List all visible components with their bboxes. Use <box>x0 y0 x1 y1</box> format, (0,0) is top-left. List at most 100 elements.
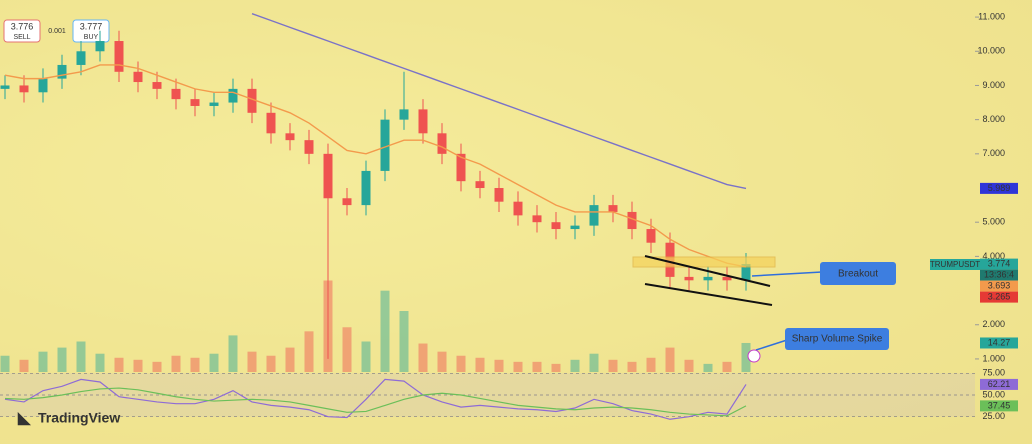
volume-bar <box>532 361 542 372</box>
axis-tag-label: 3.693 <box>988 280 1011 290</box>
volume-bar <box>570 359 580 372</box>
volume-bar <box>190 357 200 372</box>
axis-tag <box>980 291 1018 303</box>
volume-bar <box>0 355 10 372</box>
volume-bar <box>304 331 314 372</box>
spread: 0.001 <box>48 28 66 35</box>
candle-body <box>285 133 295 141</box>
candle-body <box>456 153 466 182</box>
y-tick-label: 4.000 <box>982 251 1005 261</box>
candle-body <box>380 119 390 171</box>
trend-line <box>644 255 771 287</box>
candle-body <box>513 201 523 216</box>
y-tick-label: 50.00 <box>982 389 1005 399</box>
candle-body <box>19 85 29 93</box>
y-tick-label: 10.000 <box>977 46 1005 56</box>
trend-line <box>644 283 773 306</box>
candle-body <box>38 78 48 93</box>
y-tick-label: 5.000 <box>982 217 1005 227</box>
y-tick-label: 7.000 <box>982 148 1005 158</box>
candle-body <box>133 71 143 83</box>
candle-body <box>247 88 257 113</box>
candle-body <box>418 109 428 134</box>
breakout-zone <box>632 256 776 268</box>
candle-body <box>532 215 542 223</box>
candle-body <box>703 276 713 281</box>
candle-body <box>171 88 181 100</box>
candle-body <box>190 99 200 106</box>
candle-body <box>76 51 86 65</box>
volume-bar <box>133 359 143 372</box>
plot: 11.000 10.000 9.000 8.000 7.000 5.000 4.000 2.0… <box>0 11 1018 421</box>
candle-body <box>627 211 637 230</box>
candle-body <box>323 153 333 199</box>
y-tick-label: 11.000 <box>978 11 1005 21</box>
candle-body <box>570 225 580 230</box>
candle-body <box>95 41 105 52</box>
y-tick-label: 8.000 <box>982 114 1005 124</box>
line <box>4 387 747 417</box>
candle-body <box>475 181 485 189</box>
axis-tag-label: 37.45 <box>988 400 1011 410</box>
axis-tag-label: 62.21 <box>988 379 1011 389</box>
volume-bar <box>722 361 732 372</box>
volume-bar <box>228 335 238 372</box>
arrow <box>755 339 788 351</box>
candle-body <box>152 82 162 89</box>
candle-body <box>741 264 751 281</box>
volume-bar <box>57 347 67 372</box>
y-tick-label: 25.00 <box>982 411 1005 421</box>
candle-body <box>114 41 124 72</box>
countdown: 13:36:4 <box>984 269 1014 279</box>
y-tick-label: 75.00 <box>982 368 1005 378</box>
y-tick-label: 2.000 <box>982 319 1005 329</box>
candle-body <box>646 229 656 243</box>
axis-tag <box>980 400 1018 412</box>
sell-button[interactable] <box>3 19 41 43</box>
candle-body <box>608 205 618 212</box>
volume-bar <box>437 351 447 372</box>
volume-bar <box>114 357 124 372</box>
volume-bar <box>266 355 276 372</box>
axis-tag <box>980 182 1018 194</box>
volume-bar <box>399 311 409 372</box>
volume-bar <box>209 353 219 372</box>
candle-body <box>589 205 599 226</box>
sell-price: 3.776 <box>11 21 34 31</box>
spike-icon <box>747 349 761 363</box>
candle-body <box>0 85 10 89</box>
volume-bar <box>247 351 257 372</box>
symbol: TRUMPUSDT <box>930 260 980 269</box>
volume-bar <box>152 361 162 372</box>
volume-bar <box>475 357 485 372</box>
axis-tag <box>980 280 1018 292</box>
annotation: Sharp Volume Spike <box>792 334 883 345</box>
candle-body <box>361 170 371 206</box>
candle-body <box>684 276 694 281</box>
volume-bar <box>741 342 751 372</box>
volume-bar <box>171 355 181 372</box>
volume-bar <box>608 359 618 372</box>
buy-price: 3.777 <box>80 21 103 31</box>
arrow <box>751 271 823 277</box>
volume-bar <box>627 361 637 372</box>
brand-logo: ◣ <box>17 410 32 427</box>
axis-tag <box>980 337 1018 349</box>
axis-tag-label: 3.774 <box>988 258 1011 268</box>
annotation-box <box>785 328 889 350</box>
candle-body <box>494 188 504 202</box>
volume-bar <box>646 357 656 372</box>
candle-body <box>722 276 732 281</box>
candle-body <box>228 88 238 103</box>
volume-bar <box>38 351 48 372</box>
rsi-band <box>0 373 975 417</box>
candle-body <box>266 112 276 134</box>
candle-body <box>304 140 314 154</box>
volume-bar <box>551 363 561 372</box>
brand: TradingView <box>38 410 120 426</box>
buy-label: BUY <box>84 34 99 41</box>
symbol-tag <box>930 259 980 270</box>
line <box>251 13 747 190</box>
